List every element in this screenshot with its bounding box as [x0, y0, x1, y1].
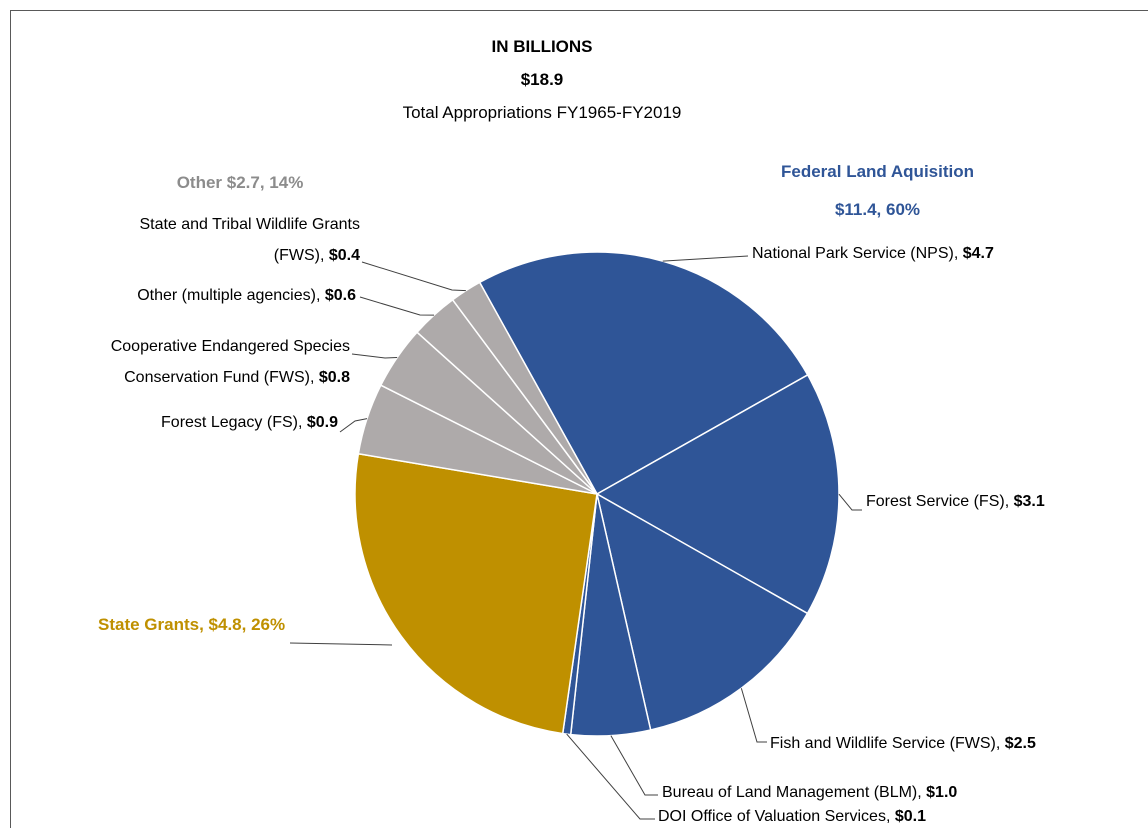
- leader-line: [360, 297, 434, 315]
- leader-line: [611, 736, 658, 795]
- slice-label: Forest Service (FS), $3.1: [866, 487, 1045, 517]
- category-label: Forest Legacy (FS),: [161, 414, 302, 431]
- leader-line: [362, 262, 466, 291]
- chart-title: IN BILLIONS: [342, 36, 742, 58]
- slice-label: National Park Service (NPS), $4.7: [752, 239, 994, 269]
- value-label: $0.9: [307, 414, 338, 431]
- category-label: Bureau of Land Management (BLM),: [662, 784, 922, 801]
- group-label: Other $2.7, 14%: [130, 164, 350, 202]
- value-label: $0.6: [325, 287, 356, 304]
- group-label: Federal Land Aquisition $11.4, 60%: [770, 153, 985, 229]
- category-label: Other (multiple agencies),: [137, 287, 320, 304]
- slice-label: State and Tribal Wildlife Grants (FWS), …: [120, 209, 360, 271]
- slice-label: Forest Legacy (FS), $0.9: [161, 408, 338, 438]
- category-label: Forest Service (FS),: [866, 493, 1009, 510]
- group-label: State Grants, $4.8, 26%: [98, 606, 285, 644]
- value-label: $2.5: [1005, 735, 1036, 752]
- subtitle: Total Appropriations FY1965-FY2019: [342, 102, 742, 124]
- leader-line: [290, 643, 392, 645]
- slice-label: Fish and Wildlife Service (FWS), $2.5: [770, 729, 1036, 759]
- leader-line: [741, 688, 767, 742]
- value-label: $3.1: [1014, 493, 1045, 510]
- total-label: $18.9: [342, 69, 742, 91]
- value-label: $1.0: [926, 784, 957, 801]
- category-label: National Park Service (NPS),: [752, 245, 958, 262]
- leader-line: [352, 354, 397, 358]
- value-label: $4.7: [963, 245, 994, 262]
- leader-line: [839, 494, 862, 510]
- slice-label: Other (multiple agencies), $0.6: [137, 281, 356, 311]
- leader-line: [663, 256, 748, 261]
- pie-slice: [355, 454, 597, 734]
- value-label: $0.8: [319, 369, 350, 386]
- leader-line: [567, 734, 655, 819]
- category-label: Cooperative Endangered Species Conservat…: [111, 338, 350, 386]
- value-label: $0.1: [895, 808, 926, 825]
- category-label: State and Tribal Wildlife Grants (FWS),: [139, 216, 360, 264]
- slice-label: Cooperative Endangered Species Conservat…: [50, 331, 350, 393]
- category-label: Fish and Wildlife Service (FWS),: [770, 735, 1000, 752]
- value-label: $0.4: [329, 247, 360, 264]
- category-label: DOI Office of Valuation Services,: [658, 808, 890, 825]
